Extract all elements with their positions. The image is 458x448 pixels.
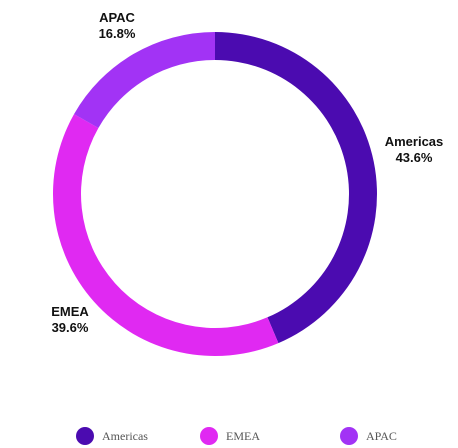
legend-item-americas[interactable]: Americas — [76, 424, 148, 448]
legend-swatch-americas — [76, 427, 94, 445]
legend-swatch-emea — [200, 427, 218, 445]
slice-label-name-emea: EMEA — [51, 304, 89, 319]
legend-label-emea: EMEA — [226, 428, 260, 443]
chart-legend: Americas EMEA APAC — [0, 424, 458, 448]
legend-item-emea[interactable]: EMEA — [200, 424, 260, 448]
slice-label-value-emea: 39.6% — [52, 320, 89, 335]
donut-slices — [53, 32, 377, 356]
slice-emea[interactable] — [53, 114, 279, 356]
legend-label-americas: Americas — [102, 428, 148, 443]
slice-apac[interactable] — [74, 32, 215, 128]
slice-label-name-americas: Americas — [385, 134, 444, 149]
legend-swatch-apac — [340, 427, 358, 445]
legend-item-apac[interactable]: APAC — [340, 424, 397, 448]
slice-label-name-apac: APAC — [99, 10, 135, 25]
slice-label-value-americas: 43.6% — [396, 150, 433, 165]
legend-label-apac: APAC — [366, 428, 397, 443]
slice-label-value-apac: 16.8% — [99, 26, 136, 41]
slice-americas[interactable] — [215, 32, 377, 344]
